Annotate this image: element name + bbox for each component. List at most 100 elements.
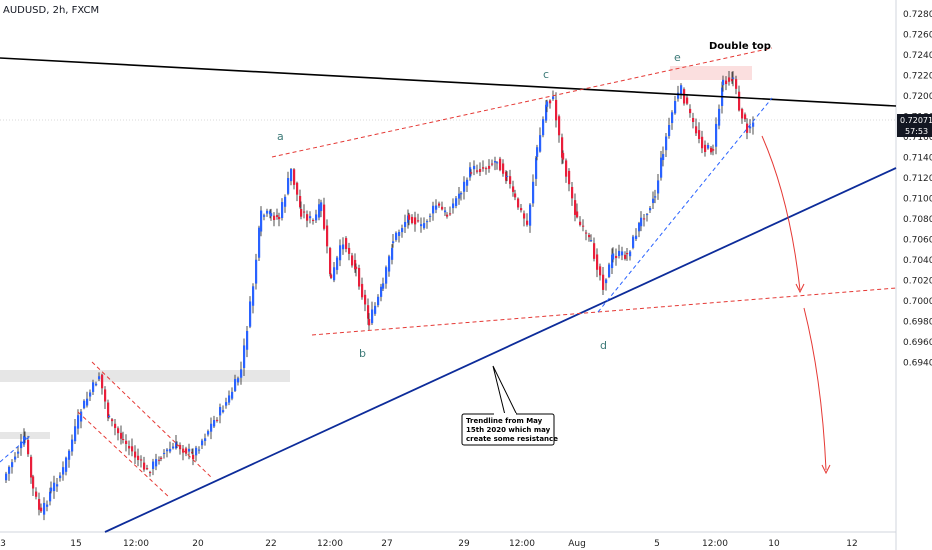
- candle-body: [652, 198, 655, 203]
- candle-body: [596, 254, 599, 270]
- candle-body: [485, 168, 488, 170]
- candle-body: [86, 398, 89, 406]
- candle-body: [499, 158, 502, 171]
- candle-body: [611, 254, 614, 269]
- candle-body: [677, 92, 680, 99]
- candle-body: [612, 253, 615, 260]
- y-tick-label: 0.69400: [903, 359, 932, 369]
- candle-body: [683, 89, 686, 104]
- candle-body: [117, 428, 120, 434]
- wave-label-a: a: [277, 130, 284, 143]
- candle-body: [160, 457, 163, 459]
- candle-body: [735, 79, 738, 89]
- candle-body: [255, 259, 258, 284]
- chart-title: AUDUSD, 2h, FXCM: [3, 5, 99, 16]
- candle-body: [131, 446, 134, 452]
- candle-body: [590, 240, 593, 242]
- candle-body: [56, 484, 59, 487]
- candle-body: [529, 204, 532, 226]
- candle-body: [46, 504, 49, 507]
- candle-body: [585, 232, 588, 234]
- candle-body: [728, 77, 731, 82]
- note-line-3: create some resistance: [466, 435, 558, 443]
- candle-body: [482, 167, 485, 169]
- may-trendline: [104, 167, 897, 533]
- candle-body: [71, 439, 74, 452]
- candle-body: [122, 439, 125, 441]
- candle-body: [320, 202, 323, 212]
- candle-body: [367, 305, 370, 319]
- candle-body: [169, 448, 172, 452]
- candle-body: [50, 487, 53, 492]
- candle-body: [258, 227, 261, 258]
- candle-body: [725, 80, 728, 85]
- candle-body: [260, 210, 263, 232]
- candle-body: [53, 482, 56, 492]
- x-axis-ticks: 3 15 12:00 20 22 12:00 27 29 12:00 Aug 5 12:00 10 12: [0, 539, 858, 549]
- candle-body: [473, 165, 476, 170]
- candle-body: [125, 440, 128, 444]
- candle-body: [621, 251, 624, 256]
- candle-body: [552, 96, 555, 100]
- candle-body: [435, 205, 438, 210]
- candle-body: [542, 119, 545, 136]
- candle-body: [345, 238, 348, 249]
- x-tick-label: 12:00: [123, 539, 149, 549]
- candle-body: [599, 266, 602, 276]
- candle-body: [643, 218, 646, 220]
- candle-body: [377, 296, 380, 306]
- countdown-label: 57:53: [905, 127, 928, 136]
- candle-body: [266, 210, 269, 214]
- candle-body: [404, 222, 407, 227]
- projection-arrow-2: [803, 307, 827, 471]
- candle-body: [290, 168, 293, 182]
- candle-body: [458, 193, 461, 199]
- candle-body: [68, 450, 71, 460]
- candle-body: [32, 476, 35, 489]
- candle-body: [523, 213, 526, 219]
- candle-body: [593, 243, 596, 259]
- candle-body: [444, 210, 447, 213]
- candle-body: [692, 117, 695, 123]
- candle-body: [568, 170, 571, 185]
- candle-body: [698, 130, 701, 139]
- candle-body: [276, 215, 279, 217]
- candle-body: [438, 203, 441, 206]
- candle-body: [506, 175, 509, 177]
- candle-body: [565, 160, 568, 177]
- candle-body: [270, 213, 273, 217]
- candle-body: [555, 99, 558, 121]
- candle-body: [158, 459, 161, 461]
- candle-body: [536, 147, 539, 157]
- candle-body: [476, 170, 479, 172]
- candle-body: [455, 198, 458, 206]
- candle-body: [107, 402, 110, 418]
- candle-body: [293, 169, 296, 185]
- candle-body: [318, 204, 321, 218]
- candle-body: [59, 475, 62, 479]
- candle-body: [671, 112, 674, 124]
- candle-body: [574, 200, 577, 215]
- wedge-support: [597, 97, 773, 313]
- candle-body: [287, 178, 290, 194]
- candle-body: [11, 462, 14, 468]
- candle-body: [273, 215, 276, 221]
- candle-body: [426, 221, 429, 223]
- y-axis-ticks: 0.728000.726000.724000.722000.720000.718…: [903, 10, 932, 369]
- candle-body: [192, 454, 195, 460]
- candle-body: [38, 498, 41, 510]
- candle-body: [635, 235, 638, 239]
- candle-body: [712, 149, 715, 151]
- double-top-label: Double top: [709, 41, 771, 52]
- candle-body: [502, 163, 505, 174]
- candle-body: [296, 182, 299, 195]
- candle-body: [408, 214, 411, 220]
- candle-body: [657, 180, 660, 194]
- candle-body: [535, 157, 538, 179]
